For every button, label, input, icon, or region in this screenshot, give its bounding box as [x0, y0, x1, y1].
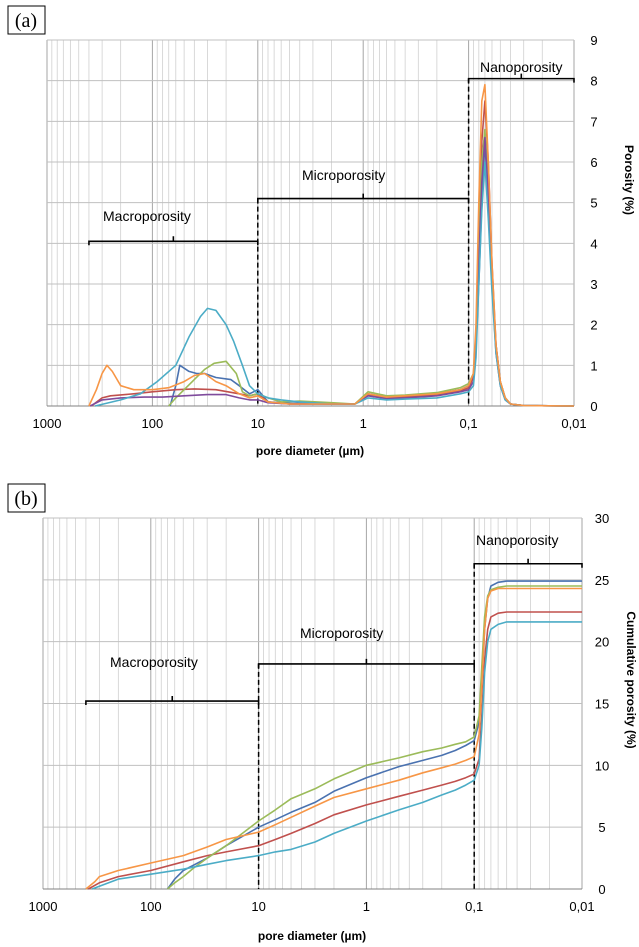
- panel-a-region-brackets: [88, 73, 575, 246]
- panel-b-x-tick-label: 0,1: [465, 899, 483, 914]
- panel-b-series-2: [87, 611, 582, 890]
- panel-b-y-tick-label: 5: [598, 820, 605, 835]
- panel-a-chart: 1000 100 10 1 0,1 0,01 0 1 2 3 4 5 6 7 8 9 (a) Macropo…: [7, 5, 636, 458]
- panel-a-label-box: [7, 5, 46, 35]
- panel-a-y-tick-label: 7: [590, 114, 597, 129]
- panel-b-series-group: [85, 580, 582, 890]
- panel-b-region-microporosity: Microporosity: [300, 625, 383, 641]
- panel-b-label-box: [7, 483, 46, 513]
- panel-a-series-group: [88, 83, 575, 407]
- panel-b-label: (b): [14, 488, 37, 510]
- panel-b-y-axis-title: Cumulative porosity (%): [624, 611, 638, 748]
- panel-b-series-5: [85, 587, 582, 890]
- panel-a-y-ticks: 0 1 2 3 4 5 6 7 8 9: [590, 33, 597, 414]
- panel-b-series-4: [91, 621, 582, 890]
- panel-b-y-tick-label: 20: [595, 635, 609, 650]
- panel-b-y-tick-label: 30: [595, 511, 609, 526]
- panel-b-region-macroporosity: Macroporosity: [110, 654, 198, 670]
- panel-a-y-tick-label: 4: [590, 236, 597, 251]
- panel-b-x-tick-label: 1000: [29, 899, 58, 914]
- panel-b-x-tick-label: 1: [363, 899, 370, 914]
- panel-a-series-6: [88, 83, 575, 407]
- panel-a-y-tick-label: 6: [590, 155, 597, 170]
- panel-b-chart: 1000 100 10 1 0,1 0,01 0 5 10 15 20 25 30 (b) Macro…: [7, 483, 638, 943]
- panel-a-region-microporosity: Microporosity: [302, 167, 385, 183]
- panel-b-y-tick-label: 25: [595, 573, 609, 588]
- panel-b-y-ticks: 0 5 10 15 20 25 30: [595, 511, 609, 897]
- panel-a-x-axis-title: pore diameter (µm): [256, 444, 364, 458]
- panel-a-x-tick-label: 100: [142, 416, 164, 431]
- panel-a-bracket: [88, 236, 259, 246]
- panel-a-x-tick-label: 0,01: [561, 416, 586, 431]
- panel-a-region-macroporosity: Macroporosity: [103, 208, 191, 224]
- panel-b-region-brackets: [85, 558, 583, 706]
- panel-a-y-tick-label: 8: [590, 74, 597, 89]
- panel-a-x-tick-label: 10: [251, 416, 265, 431]
- panel-b-x-ticks: 1000 100 10 1 0,1 0,01: [29, 899, 595, 914]
- panel-b-y-tick-label: 0: [598, 882, 605, 897]
- panel-b-bracket: [473, 558, 583, 568]
- panel-a-series-5: [94, 161, 575, 407]
- panel-b-region-nanoporosity: Nanoporosity: [476, 532, 559, 548]
- panel-b-bracket: [85, 696, 260, 706]
- panel-b-bracket: [257, 658, 475, 668]
- panel-a-y-tick-label: 2: [590, 318, 597, 333]
- panel-a-x-tick-label: 0,1: [460, 416, 478, 431]
- panel-a-x-ticks: 1000 100 10 1 0,1 0,01: [33, 416, 587, 431]
- panel-a-region-boundaries: [257, 78, 470, 406]
- panel-a-bracket: [467, 73, 575, 83]
- panel-a-label: (a): [15, 10, 37, 32]
- panel-b-x-tick-label: 100: [140, 899, 162, 914]
- panel-a-bracket: [257, 193, 470, 203]
- panel-b-x-tick-label: 0,01: [569, 899, 594, 914]
- panel-a-y-tick-label: 3: [590, 277, 597, 292]
- panel-a-grid: [46, 39, 575, 407]
- panel-b-x-tick-label: 10: [251, 899, 265, 914]
- panel-a-x-tick-label: 1: [360, 416, 367, 431]
- panel-b-grid: [42, 517, 583, 890]
- panel-a-y-axis-title: Porosity (%): [622, 145, 636, 215]
- panel-a-y-tick-label: 9: [590, 33, 597, 48]
- panel-b-y-tick-label: 15: [595, 697, 609, 712]
- panel-a-region-nanoporosity: Nanoporosity: [480, 59, 563, 75]
- panel-a-x-tick-label: 1000: [33, 416, 62, 431]
- panel-a-y-tick-label: 0: [590, 399, 597, 414]
- panel-a-y-tick-label: 5: [590, 196, 597, 211]
- panel-b-y-tick-label: 10: [595, 758, 609, 773]
- panel-a-y-tick-label: 1: [590, 358, 597, 373]
- panel-b-region-boundaries: [257, 563, 475, 889]
- panel-b-x-axis-title: pore diameter (µm): [258, 929, 366, 943]
